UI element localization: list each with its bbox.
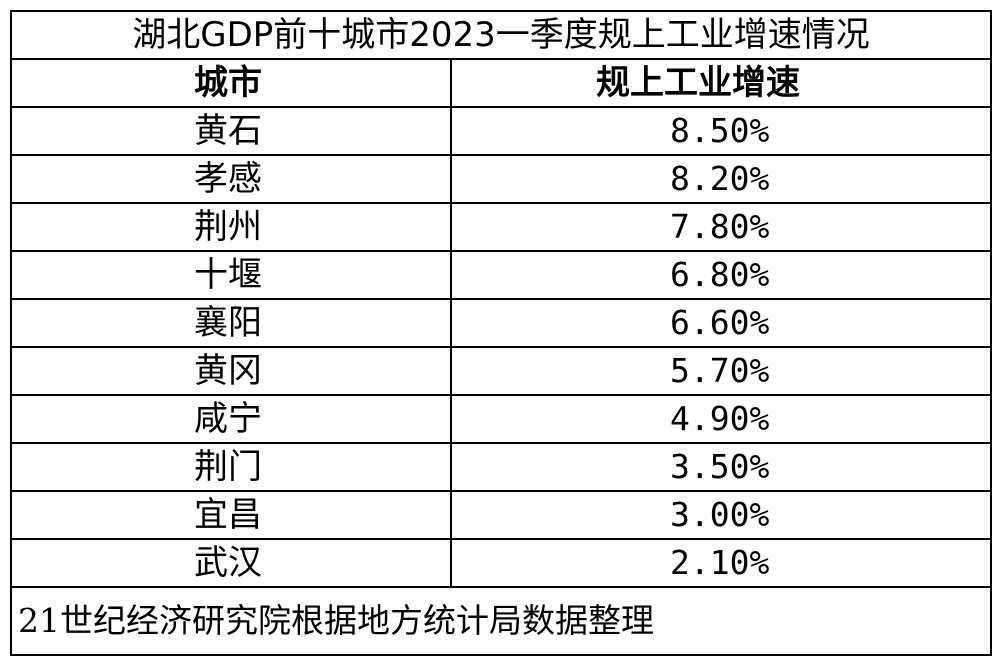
- table-row: 襄阳 6.60%: [10, 298, 992, 348]
- table-body: 湖北GDP前十城市2023一季度规上工业增速情况 城市 规上工业增速 黄石 8.5…: [10, 10, 992, 656]
- table-title: 湖北GDP前十城市2023一季度规上工业增速情况: [10, 10, 992, 60]
- rate-cell: 4.90%: [450, 394, 992, 444]
- header-row: 城市 规上工业增速: [10, 58, 992, 108]
- city-cell: 黄冈: [10, 346, 452, 396]
- source-note: 21世纪经济研究院根据地方统计局数据整理: [10, 586, 992, 656]
- rate-cell: 8.20%: [450, 154, 992, 204]
- table-row: 孝感 8.20%: [10, 154, 992, 204]
- city-cell: 荆州: [10, 202, 452, 252]
- city-cell: 荆门: [10, 442, 452, 492]
- table-row: 黄石 8.50%: [10, 106, 992, 156]
- rate-cell: 3.00%: [450, 490, 992, 540]
- table-row: 宜昌 3.00%: [10, 490, 992, 540]
- table-row: 武汉 2.10%: [10, 538, 992, 588]
- rate-cell: 5.70%: [450, 346, 992, 396]
- header-rate: 规上工业增速: [450, 58, 992, 108]
- table-row: 咸宁 4.90%: [10, 394, 992, 444]
- rate-cell: 2.10%: [450, 538, 992, 588]
- city-cell: 黄石: [10, 106, 452, 156]
- header-city: 城市: [10, 58, 452, 108]
- city-cell: 孝感: [10, 154, 452, 204]
- rate-cell: 7.80%: [450, 202, 992, 252]
- rate-cell: 8.50%: [450, 106, 992, 156]
- rate-cell: 3.50%: [450, 442, 992, 492]
- table-row: 荆门 3.50%: [10, 442, 992, 492]
- rate-cell: 6.60%: [450, 298, 992, 348]
- data-table: 湖北GDP前十城市2023一季度规上工业增速情况 城市 规上工业增速 黄石 8.5…: [10, 10, 992, 656]
- table-row: 荆州 7.80%: [10, 202, 992, 252]
- source-row: 21世纪经济研究院根据地方统计局数据整理: [10, 586, 992, 656]
- table-row: 十堰 6.80%: [10, 250, 992, 300]
- city-cell: 宜昌: [10, 490, 452, 540]
- city-cell: 武汉: [10, 538, 452, 588]
- title-row: 湖北GDP前十城市2023一季度规上工业增速情况: [10, 10, 992, 60]
- table-row: 黄冈 5.70%: [10, 346, 992, 396]
- city-cell: 咸宁: [10, 394, 452, 444]
- city-cell: 襄阳: [10, 298, 452, 348]
- city-cell: 十堰: [10, 250, 452, 300]
- rate-cell: 6.80%: [450, 250, 992, 300]
